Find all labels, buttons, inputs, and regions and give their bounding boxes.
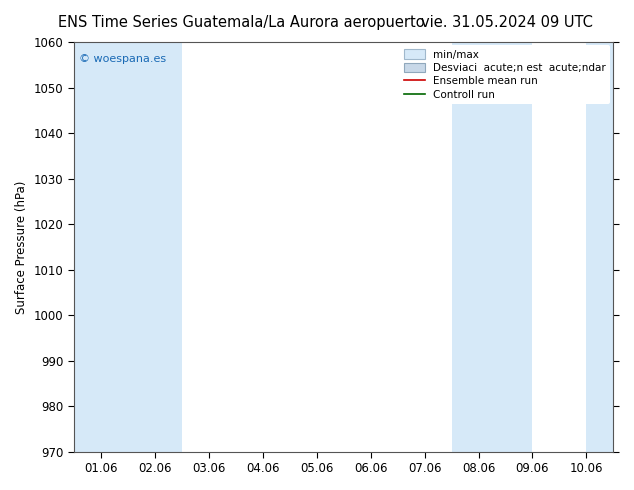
Text: ENS Time Series Guatemala/La Aurora aeropuerto: ENS Time Series Guatemala/La Aurora aero… — [58, 15, 424, 30]
Bar — [74, 42, 182, 452]
Legend: min/max, Desviaci  acute;n est  acute;ndar, Ensemble mean run, Controll run: min/max, Desviaci acute;n est acute;ndar… — [400, 45, 611, 104]
Y-axis label: Surface Pressure (hPa): Surface Pressure (hPa) — [15, 180, 28, 314]
Text: © woespana.es: © woespana.es — [79, 54, 166, 64]
Text: vie. 31.05.2024 09 UTC: vie. 31.05.2024 09 UTC — [421, 15, 593, 30]
Bar — [451, 42, 533, 452]
Bar — [586, 42, 614, 452]
